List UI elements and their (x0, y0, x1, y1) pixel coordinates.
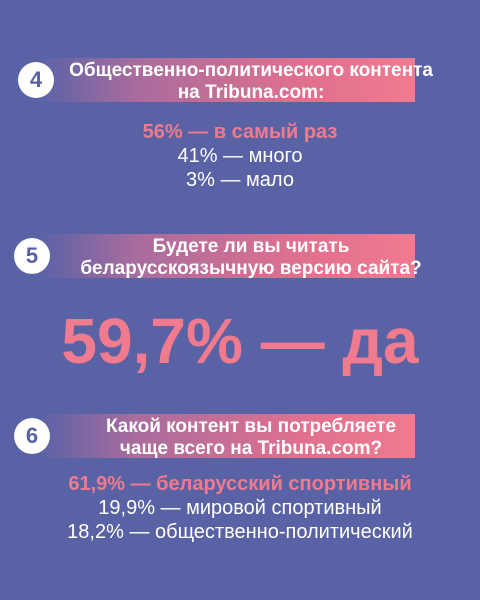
question-4-number-badge: 4 (18, 62, 54, 98)
question-6-answers: 61,9% — беларусский спортивный 19,9% — м… (0, 472, 480, 544)
question-5-number-badge: 5 (14, 238, 50, 274)
question-4-line1: Общественно-политического контента (69, 60, 433, 81)
question-5-banner (40, 234, 415, 278)
question-6-answer: 18,2% — общественно-политический (67, 521, 413, 543)
question-6-answer: 19,9% — мировой спортивный (98, 497, 382, 519)
question-6-number-badge: 6 (14, 418, 50, 454)
question-4-banner (40, 58, 415, 102)
question-4-line2: на Tribuna.com: (177, 82, 325, 103)
question-6-banner (40, 414, 415, 458)
question-4-answer-highlight: 56% — в самый раз (142, 121, 338, 143)
question-6-line1: Какой контент вы потребляете (105, 416, 397, 437)
question-4-answers: 56% — в самый раз 41% — много 3% — мало (0, 120, 480, 192)
question-5-answer: 59,7% — да (61, 305, 419, 377)
question-5-line1: Будете ли вы читать (152, 236, 350, 257)
question-4-answer: 41% — много (177, 145, 303, 167)
question-4-answer: 3% — мало (186, 169, 294, 191)
question-5-line2: беларусскоязычную версию сайта? (80, 258, 422, 279)
question-6-line2: чаще всего на Tribuna.com? (119, 438, 383, 459)
question-6-answer-highlight: 61,9% — беларусский спортивный (68, 473, 412, 495)
